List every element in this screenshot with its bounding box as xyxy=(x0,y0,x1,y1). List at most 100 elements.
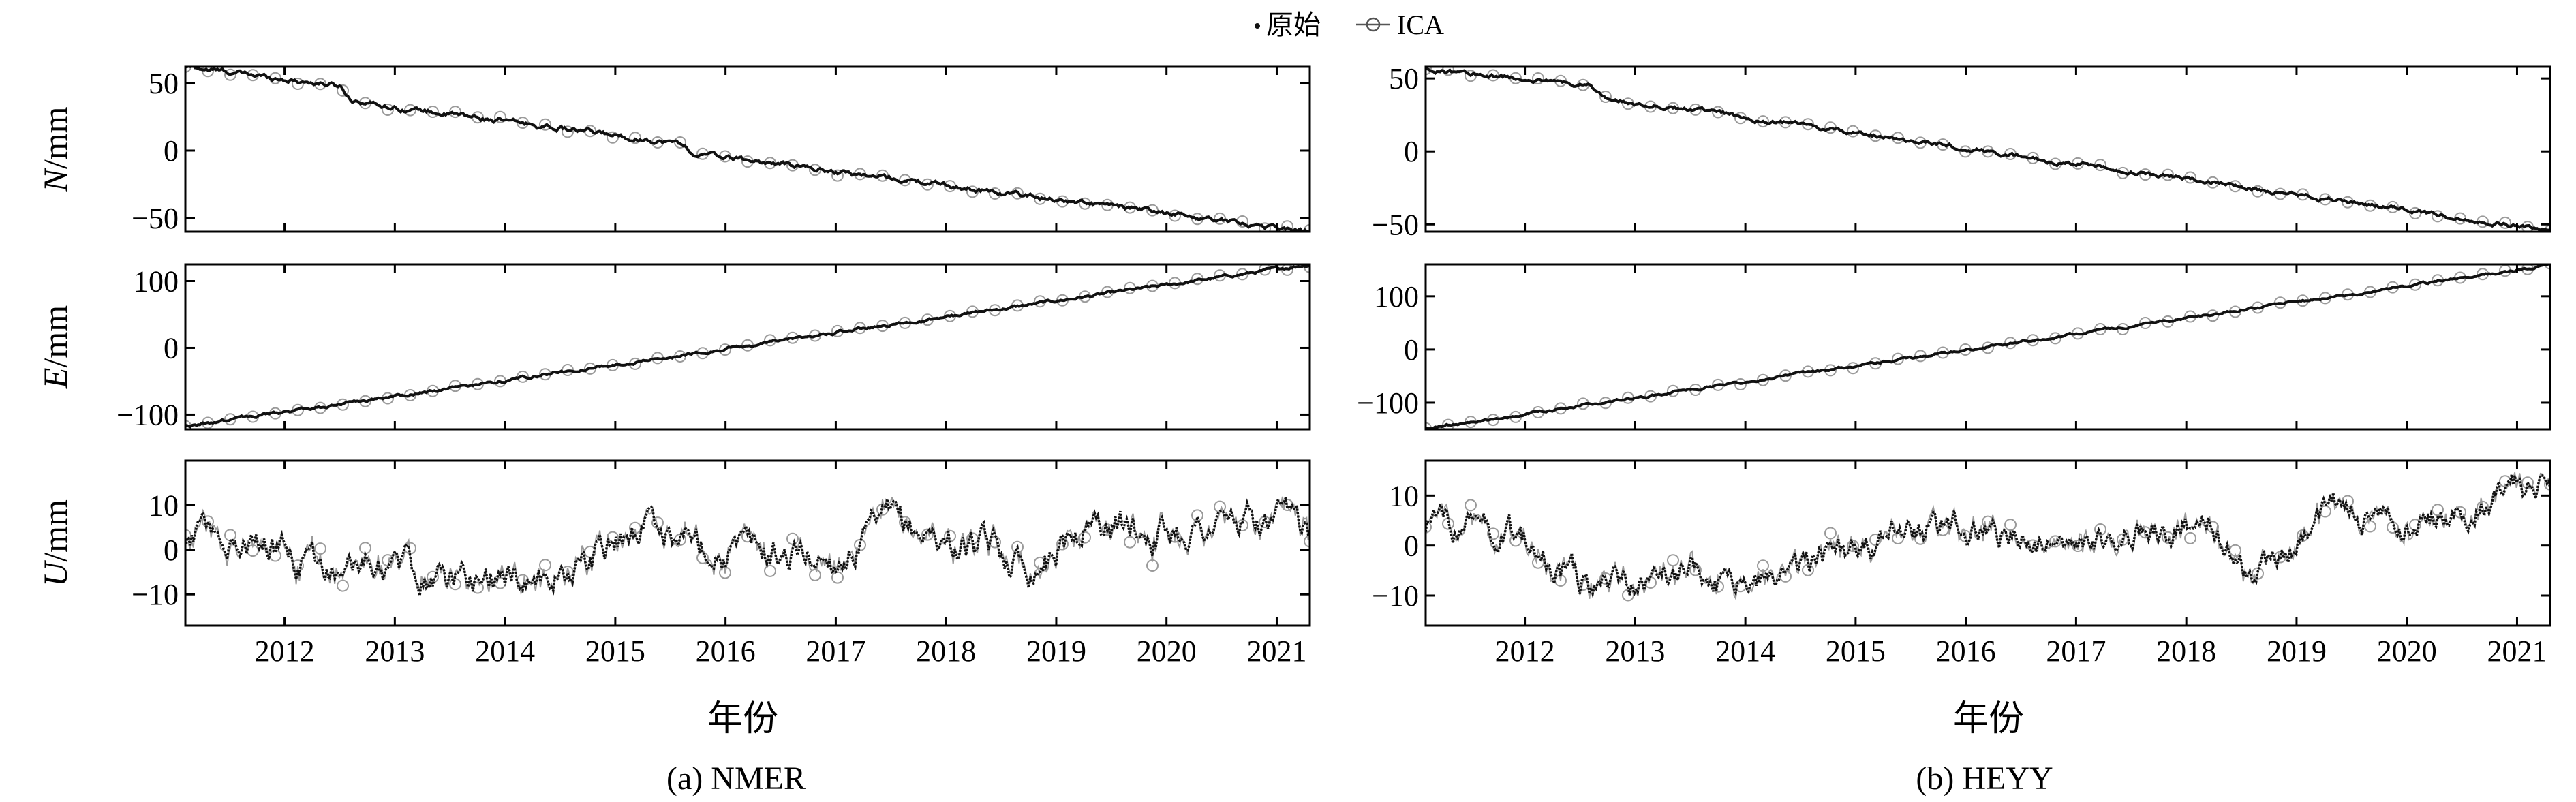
x-tick-label: 2017 xyxy=(2046,634,2106,668)
ica-marker xyxy=(809,568,821,581)
ica-marker xyxy=(629,521,641,534)
ica-marker xyxy=(1509,534,1522,547)
ica-marker xyxy=(1622,589,1634,602)
ica-marker xyxy=(1667,554,1679,567)
y-tick-label: −100 xyxy=(1357,386,1419,420)
ica-marker xyxy=(1259,222,1271,232)
ica-marker xyxy=(831,169,844,182)
y-axis-label-e: E/mm xyxy=(36,305,74,389)
ica-line-n xyxy=(187,67,1310,232)
caption-b: (b) HEYY xyxy=(1916,760,2053,797)
x-tick-label: 2014 xyxy=(475,634,535,668)
ica-marker xyxy=(494,110,506,123)
x-tick-label: 2020 xyxy=(1137,634,1197,668)
caption-a: (a) NMER xyxy=(666,760,806,797)
y-tick-label: 0 xyxy=(164,331,179,365)
y-tick-label: 0 xyxy=(164,534,179,567)
ica-marker xyxy=(1214,500,1226,513)
series-n xyxy=(185,67,1310,232)
ica-marker xyxy=(562,125,574,138)
ica-marker xyxy=(2409,206,2421,219)
x-tick-label: 2019 xyxy=(2267,634,2327,668)
x-tick-label: 2021 xyxy=(2487,634,2547,668)
subplot-e: 100 0 −100 E/mm xyxy=(36,263,1311,431)
raw-line-u xyxy=(1426,474,2550,599)
plot-frame-u xyxy=(1424,459,2551,627)
ica-marker xyxy=(2229,544,2241,557)
series-u xyxy=(185,496,1310,596)
y-axis-label-component: U xyxy=(36,560,74,587)
subplot-n: 50 0 −50 N/mm xyxy=(36,65,1311,235)
y-tick-label: 0 xyxy=(1404,529,1419,563)
ica-marker xyxy=(2432,504,2444,516)
x-tick-label: 2021 xyxy=(1246,634,1306,668)
y-tick-label: −100 xyxy=(117,398,179,431)
ica-marker xyxy=(719,343,731,356)
x-tick-label: 2013 xyxy=(365,634,425,668)
xlabel-right: 年份 xyxy=(1953,698,2024,739)
series-u xyxy=(1426,472,2550,602)
ica-marker xyxy=(1847,540,1859,553)
ica-marker xyxy=(1824,527,1837,540)
x-tick-label: 2016 xyxy=(1936,634,1996,668)
y-axis-label-unit: /mm xyxy=(36,499,74,562)
ica-marker xyxy=(1532,72,1544,84)
y-tick-label: 10 xyxy=(1389,479,1419,512)
ica-marker xyxy=(764,564,776,577)
series-e xyxy=(185,264,1310,429)
y-tick-label: 50 xyxy=(1389,62,1419,95)
ica-marker xyxy=(1757,559,1769,572)
ica-marker xyxy=(629,132,641,144)
raw-line-u xyxy=(185,497,1310,596)
ica-marker xyxy=(269,549,281,562)
ica-marker xyxy=(539,118,551,131)
y-axis-label-unit: /mm xyxy=(36,106,74,169)
ica-marker xyxy=(1599,91,1612,103)
y-tick-label: 0 xyxy=(1404,135,1419,168)
x-tick-label: 2014 xyxy=(1715,634,1775,668)
ica-marker xyxy=(1079,531,1091,544)
ica-marker xyxy=(337,84,349,97)
ica-marker xyxy=(1304,535,1310,548)
subplot-u: 10 0 −10 2012 2013 2014 2015 2016 2017 2018 2019 20… xyxy=(1372,459,2551,668)
ica-marker xyxy=(1124,536,1136,549)
x-tick-label: 2012 xyxy=(1495,634,1555,668)
ica-marker xyxy=(382,104,394,116)
ica-marker xyxy=(831,571,844,584)
y-tick-label: 100 xyxy=(1374,280,1419,313)
y-axis-label-u: U/mm xyxy=(36,499,74,587)
ica-marker xyxy=(1426,521,1432,534)
ica-marker xyxy=(2342,495,2354,508)
y-tick-label: −10 xyxy=(132,578,179,611)
y-tick-label: −10 xyxy=(1372,579,1419,613)
ica-marker xyxy=(247,544,259,557)
x-tick-label: 2016 xyxy=(696,634,756,668)
y-axis-label-unit: /mm xyxy=(36,305,74,368)
x-tick-label: 2018 xyxy=(916,634,976,668)
ica-marker xyxy=(651,516,664,529)
subplot-n: 50 0 −50 xyxy=(1372,62,2551,241)
legend-raw-marker xyxy=(1255,23,1260,29)
ica-marker xyxy=(1869,534,1882,546)
ica-marker xyxy=(2499,475,2511,488)
y-tick-label: 100 xyxy=(134,264,179,298)
ica-marker xyxy=(696,551,709,564)
y-tick-label: −50 xyxy=(132,202,179,235)
ica-marker xyxy=(1734,378,1747,390)
subplot-u: 10 0 −10 U/mm 2012 2013 2014 2015 2016 2017 2018 20… xyxy=(36,459,1311,668)
y-axis-label-component: N xyxy=(36,168,74,193)
ica-marker xyxy=(2184,531,2196,544)
ica-marker xyxy=(674,136,686,149)
x-tick-label: 2018 xyxy=(2156,634,2216,668)
ica-marker xyxy=(2409,278,2421,291)
ica-marker xyxy=(1146,559,1159,572)
ica-marker xyxy=(2364,520,2376,533)
y-tick-label: −50 xyxy=(1372,208,1419,241)
ica-marker xyxy=(2004,519,2017,531)
ica-marker xyxy=(337,579,349,592)
y-axis-label-component: E xyxy=(36,368,74,390)
